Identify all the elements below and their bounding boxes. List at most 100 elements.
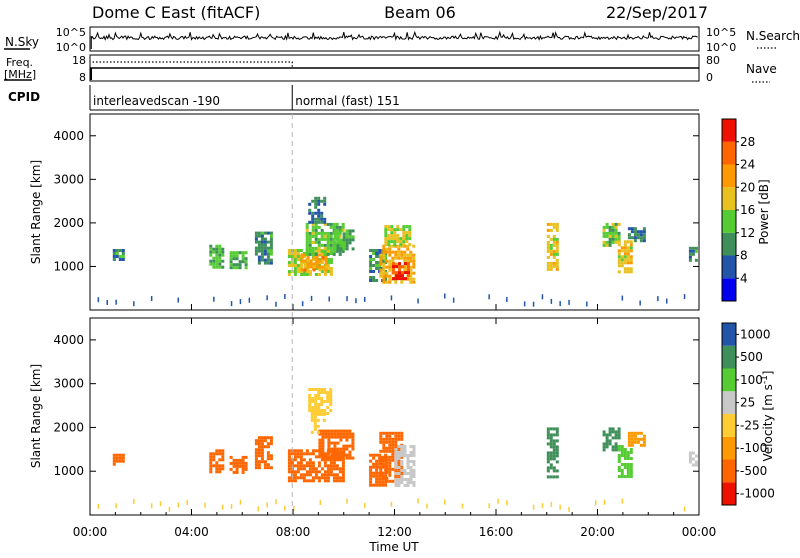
data-cell [221, 250, 225, 254]
data-cell [627, 440, 631, 444]
data-cell [388, 443, 392, 447]
data-cell [369, 279, 373, 282]
ground-scatter-cell [133, 301, 135, 307]
ground-scatter-cell [523, 301, 526, 307]
data-cell [299, 458, 303, 462]
data-cell [311, 222, 315, 226]
data-cell [308, 479, 312, 483]
data-cell [308, 473, 312, 477]
data-cell [633, 431, 637, 435]
data-cell [605, 433, 609, 437]
data-cell [329, 237, 333, 241]
data-cell [630, 440, 634, 444]
data-cell [398, 265, 401, 269]
data-cell [549, 463, 553, 467]
data-cell [398, 271, 401, 275]
data-cell [263, 237, 267, 241]
data-cell [412, 454, 416, 457]
data-cell [293, 261, 297, 264]
data-cell [397, 437, 401, 441]
data-cell [408, 231, 412, 235]
data-cell [244, 266, 248, 270]
data-cell [299, 449, 303, 453]
data-cell [636, 440, 640, 444]
data-cell [409, 454, 413, 457]
data-cell [384, 483, 388, 487]
data-cell [623, 258, 627, 262]
data-cell [336, 441, 340, 445]
data-cell [257, 448, 261, 452]
data-cell [630, 227, 634, 231]
data-cell [375, 474, 379, 478]
data-cell [266, 451, 270, 455]
data-cell [323, 234, 327, 238]
data-cell [269, 436, 273, 440]
data-cell [388, 280, 392, 284]
data-cell [305, 479, 309, 483]
data-cell [608, 433, 612, 437]
data-cell [221, 458, 225, 462]
data-cell [627, 437, 631, 441]
data-cell [257, 231, 261, 235]
data-cell [549, 264, 553, 268]
data-cell [549, 454, 553, 458]
data-cell [311, 412, 315, 415]
data-cell [336, 432, 340, 436]
data-cell [335, 228, 339, 232]
data-cell [400, 460, 404, 463]
data-cell [311, 397, 315, 400]
data-cell [408, 225, 412, 229]
data-cell [311, 464, 315, 468]
data-cell [244, 467, 248, 471]
data-cell [403, 448, 407, 451]
data-cell [382, 277, 386, 281]
data-cell [404, 271, 407, 275]
data-cell [293, 249, 297, 252]
data-cell [392, 277, 395, 281]
data-cell [329, 234, 333, 238]
data-cell [400, 256, 404, 260]
ground-scatter-cell [301, 301, 304, 307]
data-cell [552, 222, 556, 226]
data-cell [314, 246, 318, 250]
data-cell [351, 229, 355, 233]
data-cell [317, 461, 321, 465]
power-colorbar-title: Power [dB] [757, 179, 771, 244]
data-cell [614, 436, 618, 440]
ground-scatter-cell [168, 506, 171, 512]
data-cell [549, 237, 553, 241]
data-cell [608, 439, 612, 443]
colorbar-swatch [722, 232, 736, 256]
data-cell [381, 462, 385, 466]
data-cell [636, 437, 640, 441]
data-cell [324, 432, 328, 436]
data-cell [400, 463, 404, 466]
data-cell [342, 450, 346, 454]
nave-label: Nave [746, 62, 777, 76]
data-cell [269, 243, 273, 247]
data-cell [209, 247, 213, 251]
data-cell [391, 256, 395, 260]
data-cell [305, 270, 309, 273]
data-cell [308, 470, 312, 474]
data-cell [636, 431, 640, 435]
data-cell [407, 274, 410, 278]
ground-scatter-cell [97, 297, 100, 303]
data-cell [375, 480, 379, 484]
data-cell [388, 265, 392, 269]
nave-top-tick: 80 [706, 54, 720, 67]
data-cell [395, 274, 398, 278]
data-cell [244, 464, 248, 468]
data-cell [323, 470, 327, 474]
data-cell [611, 448, 615, 452]
data-cell [626, 261, 630, 265]
data-cell [121, 249, 125, 252]
data-cell [326, 473, 330, 477]
data-cell [391, 449, 395, 453]
data-cell [336, 456, 340, 460]
data-cell [320, 467, 324, 471]
data-cell [382, 440, 386, 444]
data-cell [215, 467, 219, 471]
data-cell [308, 461, 312, 465]
data-cell [345, 447, 349, 451]
